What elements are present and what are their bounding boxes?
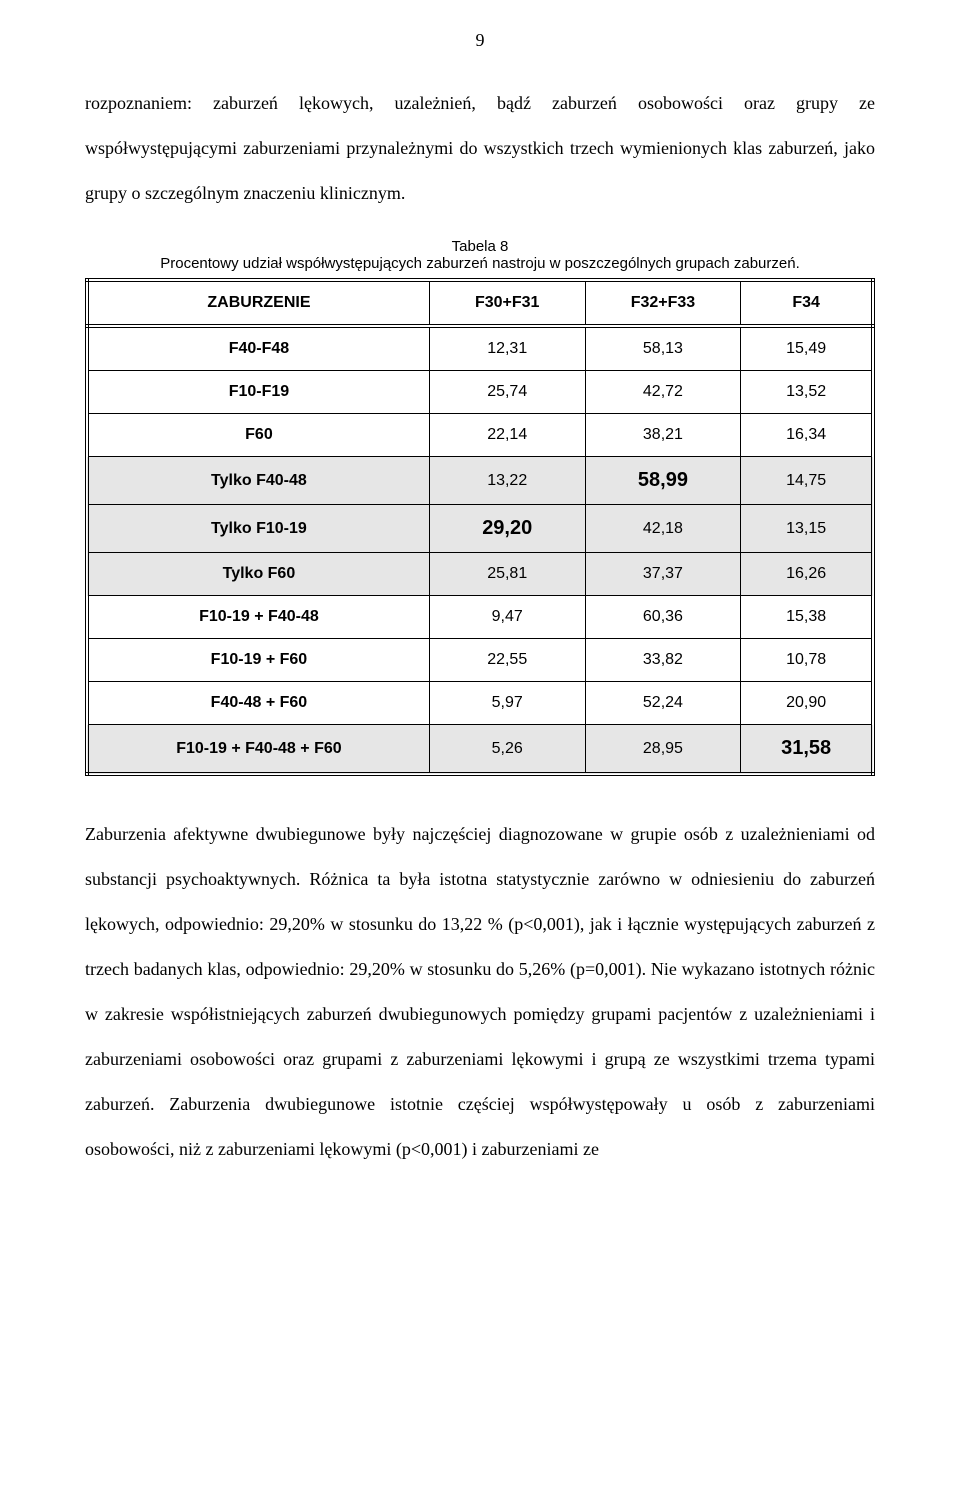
- table-cell: 60,36: [585, 596, 741, 639]
- table-caption-line2: Procentowy udział współwystępujących zab…: [85, 255, 875, 272]
- table-row: F10-19 + F40-489,4760,3615,38: [87, 596, 873, 639]
- table-cell: 58,99: [585, 457, 741, 505]
- table-cell: 42,18: [585, 505, 741, 553]
- table-cell: 28,95: [585, 725, 741, 775]
- table-cell: 22,14: [429, 414, 585, 457]
- table-cell: 37,37: [585, 553, 741, 596]
- paragraph-results: Zaburzenia afektywne dwubiegunowe były n…: [85, 812, 875, 1172]
- table-row: Tylko F40-4813,2258,9914,75: [87, 457, 873, 505]
- row-label: F60: [87, 414, 429, 457]
- table-cell: 31,58: [741, 725, 873, 775]
- table-cell: 10,78: [741, 639, 873, 682]
- table-row: Tylko F10-1929,2042,1813,15: [87, 505, 873, 553]
- table-cell: 22,55: [429, 639, 585, 682]
- row-label: F10-19 + F40-48 + F60: [87, 725, 429, 775]
- table-cell: 29,20: [429, 505, 585, 553]
- row-label: Tylko F10-19: [87, 505, 429, 553]
- table-cell: 13,15: [741, 505, 873, 553]
- table-cell: 25,74: [429, 371, 585, 414]
- table-cell: 25,81: [429, 553, 585, 596]
- row-label: Tylko F60: [87, 553, 429, 596]
- table-header-row: ZABURZENIE F30+F31 F32+F33 F34: [87, 280, 873, 326]
- table-cell: 42,72: [585, 371, 741, 414]
- table-row: F10-F1925,7442,7213,52: [87, 371, 873, 414]
- table-cell: 20,90: [741, 682, 873, 725]
- table-cell: 33,82: [585, 639, 741, 682]
- table-cell: 12,31: [429, 326, 585, 371]
- row-label: F40-F48: [87, 326, 429, 371]
- table-cell: 13,22: [429, 457, 585, 505]
- table-caption-line1: Tabela 8: [85, 238, 875, 255]
- table-row: F40-48 + F605,9752,2420,90: [87, 682, 873, 725]
- table-cell: 5,26: [429, 725, 585, 775]
- table-cell: 58,13: [585, 326, 741, 371]
- table-cell: 16,26: [741, 553, 873, 596]
- table-cell: 38,21: [585, 414, 741, 457]
- table-row: Tylko F6025,8137,3716,26: [87, 553, 873, 596]
- table-cell: 14,75: [741, 457, 873, 505]
- table-cell: 15,49: [741, 326, 873, 371]
- table-cell: 9,47: [429, 596, 585, 639]
- col-header: F34: [741, 280, 873, 326]
- paragraph-intro: rozpoznaniem: zaburzeń lękowych, uzależn…: [85, 81, 875, 216]
- page-number: 9: [85, 30, 875, 51]
- row-label: F10-F19: [87, 371, 429, 414]
- table-row: F40-F4812,3158,1315,49: [87, 326, 873, 371]
- table-cell: 16,34: [741, 414, 873, 457]
- data-table: ZABURZENIE F30+F31 F32+F33 F34 F40-F4812…: [85, 278, 875, 776]
- row-label: F10-19 + F60: [87, 639, 429, 682]
- table-cell: 52,24: [585, 682, 741, 725]
- col-header: ZABURZENIE: [87, 280, 429, 326]
- table-body: F40-F4812,3158,1315,49F10-F1925,7442,721…: [87, 326, 873, 774]
- table-row: F10-19 + F6022,5533,8210,78: [87, 639, 873, 682]
- row-label: F10-19 + F40-48: [87, 596, 429, 639]
- table-row: F6022,1438,2116,34: [87, 414, 873, 457]
- page: 9 rozpoznaniem: zaburzeń lękowych, uzale…: [0, 0, 960, 1224]
- table-cell: 5,97: [429, 682, 585, 725]
- col-header: F32+F33: [585, 280, 741, 326]
- table-cell: 13,52: [741, 371, 873, 414]
- col-header: F30+F31: [429, 280, 585, 326]
- table-row: F10-19 + F40-48 + F605,2628,9531,58: [87, 725, 873, 775]
- row-label: F40-48 + F60: [87, 682, 429, 725]
- row-label: Tylko F40-48: [87, 457, 429, 505]
- table-cell: 15,38: [741, 596, 873, 639]
